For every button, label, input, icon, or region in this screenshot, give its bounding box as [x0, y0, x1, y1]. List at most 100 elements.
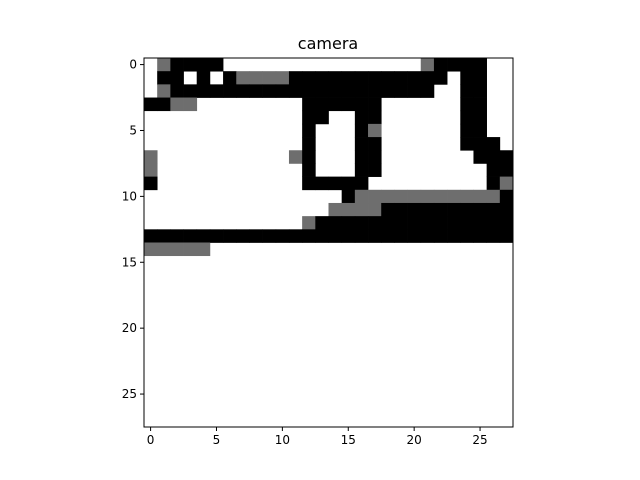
heatmap-cell: [302, 84, 316, 98]
heatmap-cell: [157, 97, 171, 112]
heatmap-cell: [407, 84, 422, 98]
heatmap-cell: [447, 202, 461, 217]
heatmap-cell: [354, 97, 369, 112]
x-tick-label: 25: [472, 433, 487, 447]
x-tick-label: 15: [341, 433, 356, 447]
heatmap-cell: [433, 58, 448, 72]
heatmap-cell: [196, 58, 211, 72]
heatmap-cell: [368, 84, 382, 98]
heatmap-cell: [407, 189, 422, 204]
heatmap-cell: [460, 123, 474, 138]
heatmap-cell: [249, 84, 263, 98]
heatmap-cell: [447, 58, 461, 72]
heatmap-cell: [196, 242, 211, 257]
heatmap-cell: [302, 110, 316, 125]
heatmap-cell: [499, 150, 514, 164]
heatmap-cell: [341, 97, 356, 112]
heatmap-cell: [473, 137, 487, 151]
heatmap-cell: [328, 176, 343, 191]
heatmap-cell: [262, 84, 277, 98]
heatmap-cell: [433, 71, 448, 85]
heatmap-cell: [460, 189, 474, 204]
heatmap-cell: [249, 71, 263, 85]
heatmap-cell: [144, 242, 158, 257]
heatmap-cell: [368, 97, 382, 112]
heatmap-cell: [315, 110, 329, 125]
heatmap-cell: [288, 229, 303, 243]
heatmap-cell: [275, 84, 290, 98]
heatmap-cell: [157, 58, 171, 72]
heatmap-cell: [341, 189, 356, 204]
heatmap-cell: [460, 216, 474, 230]
x-tick-label: 5: [213, 433, 221, 447]
heatmap-cell: [144, 176, 158, 191]
heatmap-cell: [381, 216, 395, 230]
y-axis: 0 5 10 15 20 25: [122, 58, 144, 401]
heatmap-cell: [368, 189, 382, 204]
heatmap-cell: [144, 150, 158, 164]
heatmap-cell: [315, 216, 329, 230]
heatmap-cell: [447, 189, 461, 204]
plot-frame: [143, 57, 514, 428]
heatmap-cell: [157, 229, 171, 243]
heatmap-cell: [170, 242, 184, 257]
heatmap-cell: [407, 202, 422, 217]
heatmap-cell: [473, 84, 487, 98]
heatmap-cell: [196, 84, 211, 98]
heatmap-cell: [302, 150, 316, 164]
heatmap-cell: [196, 71, 211, 85]
heatmap-cell: [302, 163, 316, 177]
heatmap-cell: [315, 84, 329, 98]
heatmap-cell: [354, 202, 369, 217]
heatmap-cell: [394, 202, 408, 217]
y-tick-label: 0: [129, 58, 137, 72]
heatmap-cell: [354, 163, 369, 177]
heatmap-cell: [354, 216, 369, 230]
heatmap-cell: [223, 71, 237, 85]
heatmap-cell: [354, 110, 369, 125]
heatmap-cell: [447, 229, 461, 243]
y-tick-label: 5: [129, 123, 137, 137]
heatmap-cell: [486, 216, 501, 230]
heatmap-cell: [341, 176, 356, 191]
heatmap-cell: [354, 137, 369, 151]
heatmap-cells: [144, 58, 514, 257]
heatmap-cell: [486, 150, 501, 164]
heatmap-cell: [368, 229, 382, 243]
heatmap-cell: [209, 229, 224, 243]
heatmap-cell: [394, 71, 408, 85]
heatmap-cell: [473, 189, 487, 204]
heatmap-cell: [183, 97, 198, 112]
heatmap-cell: [499, 163, 514, 177]
heatmap-cell: [315, 229, 329, 243]
heatmap-cell: [144, 229, 158, 243]
heatmap-cell: [433, 229, 448, 243]
heatmap-cell: [460, 97, 474, 112]
heatmap-cell: [223, 84, 237, 98]
heatmap-cell: [394, 229, 408, 243]
heatmap-cell: [394, 84, 408, 98]
heatmap-cell: [354, 189, 369, 204]
heatmap-cell: [249, 229, 263, 243]
heatmap-cell: [486, 163, 501, 177]
heatmap-cell: [368, 163, 382, 177]
heatmap-cell: [460, 71, 474, 85]
heatmap-cell: [420, 216, 435, 230]
heatmap-cell: [486, 229, 501, 243]
heatmap-cell: [209, 84, 224, 98]
heatmap-cell: [354, 71, 369, 85]
heatmap-cell: [460, 202, 474, 217]
heatmap-cell: [157, 242, 171, 257]
y-tick-label: 15: [122, 255, 137, 269]
heatmap-cell: [236, 71, 250, 85]
heatmap-cell: [381, 229, 395, 243]
heatmap-cell: [144, 97, 158, 112]
heatmap-cell: [368, 123, 382, 138]
heatmap-cell: [328, 216, 343, 230]
heatmap-cell: [302, 97, 316, 112]
heatmap-cell: [368, 71, 382, 85]
heatmap-cell: [499, 229, 514, 243]
heatmap-cell: [381, 71, 395, 85]
heatmap-cell: [262, 229, 277, 243]
heatmap-cell: [288, 71, 303, 85]
